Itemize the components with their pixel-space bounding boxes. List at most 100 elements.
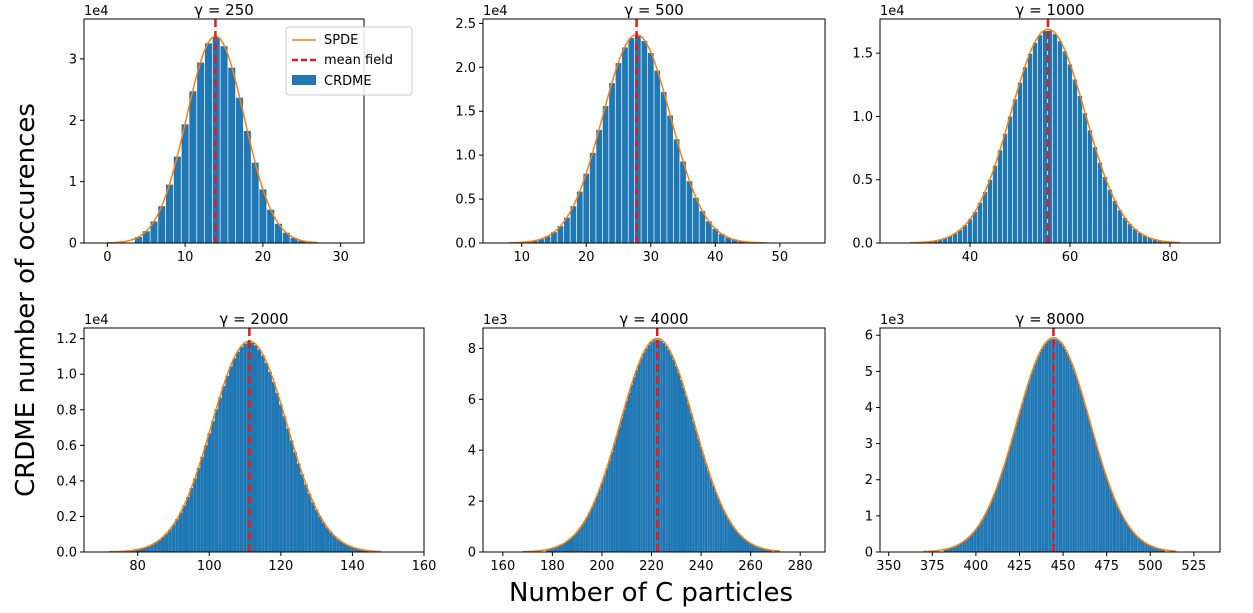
- bar: [1017, 82, 1023, 243]
- bar: [729, 522, 733, 552]
- y-tick-label: 2: [69, 114, 77, 129]
- bar: [548, 548, 552, 552]
- x-tick-label: 20: [255, 250, 272, 265]
- bar: [608, 460, 611, 552]
- bar: [1008, 450, 1010, 552]
- bar: [995, 487, 998, 552]
- bar: [1037, 35, 1043, 243]
- bar: [975, 529, 977, 552]
- bar: [1116, 504, 1118, 552]
- bar: [1067, 355, 1070, 552]
- panel-title: γ = 4000: [619, 310, 688, 328]
- spde-curve: [109, 340, 382, 552]
- bar: [673, 139, 680, 243]
- bar: [553, 547, 557, 552]
- bar: [1042, 31, 1048, 243]
- x-tick-label: 100: [197, 559, 222, 574]
- figure-ylabel: CRDME number of occurences: [11, 103, 41, 497]
- bar: [1130, 529, 1132, 552]
- x-tick-label: 350: [876, 559, 901, 574]
- bar: [645, 348, 648, 552]
- bar: [1048, 340, 1050, 552]
- bar: [250, 342, 254, 552]
- bar: [1142, 541, 1145, 552]
- x-tick-label: 375: [920, 559, 945, 574]
- bar: [557, 226, 564, 243]
- legend-crdme-label: CRDME: [324, 74, 372, 89]
- bar: [271, 381, 276, 552]
- bar: [655, 339, 658, 552]
- bar: [570, 206, 577, 243]
- bar: [1032, 42, 1038, 243]
- bar: [157, 540, 161, 552]
- bar: [709, 478, 713, 552]
- bar: [732, 526, 735, 552]
- bar: [1114, 500, 1117, 552]
- x-tick-label: 80: [129, 559, 146, 574]
- bar: [546, 549, 549, 552]
- bar: [575, 531, 579, 552]
- bar: [146, 546, 151, 552]
- bar: [992, 496, 995, 552]
- bar: [1127, 224, 1133, 243]
- bar: [556, 546, 559, 552]
- bar: [1050, 339, 1052, 552]
- bar: [1002, 133, 1008, 243]
- bar: [589, 152, 596, 243]
- bar: [1022, 67, 1028, 243]
- bar: [769, 550, 772, 552]
- bar: [1022, 401, 1024, 552]
- bar: [932, 240, 938, 243]
- bar: [952, 233, 958, 243]
- bar: [286, 428, 290, 552]
- bar: [759, 547, 762, 552]
- bar: [749, 543, 752, 552]
- bar: [1131, 531, 1134, 552]
- bar: [551, 548, 554, 552]
- bar: [325, 527, 330, 552]
- bar: [583, 521, 586, 552]
- y-tick-label: 3: [865, 437, 873, 452]
- bar: [274, 223, 282, 243]
- bar: [214, 409, 219, 552]
- bar: [705, 221, 712, 243]
- bar: [298, 240, 306, 243]
- bar: [264, 363, 269, 552]
- bar: [689, 412, 693, 552]
- x-tick-label: 60: [1062, 250, 1079, 265]
- bar: [1036, 359, 1038, 552]
- bar: [1006, 455, 1009, 552]
- y-tick-label: 0: [69, 237, 77, 252]
- bar: [945, 549, 948, 552]
- bar: [1086, 413, 1089, 552]
- y-tick-label: 1.5: [455, 105, 476, 120]
- x-tick-label: 10: [177, 250, 194, 265]
- panel-title: γ = 1000: [1015, 1, 1084, 19]
- bar: [246, 342, 251, 552]
- bar: [969, 535, 972, 552]
- bar: [976, 527, 979, 552]
- bar: [1162, 241, 1168, 243]
- x-tick-label: 525: [1181, 559, 1206, 574]
- y-scale-label: 1e4: [84, 4, 109, 19]
- bar: [261, 355, 265, 552]
- bar: [641, 40, 648, 243]
- bar: [734, 529, 738, 552]
- y-tick-label: 2: [468, 495, 476, 510]
- bar: [544, 236, 551, 243]
- bar: [988, 504, 991, 552]
- bar: [364, 550, 369, 552]
- bar: [1107, 482, 1110, 552]
- bar: [955, 545, 958, 552]
- x-tick-label: 30: [643, 250, 660, 265]
- bar: [978, 524, 981, 552]
- bar: [737, 532, 740, 552]
- bar: [1077, 95, 1083, 243]
- bar: [300, 474, 305, 552]
- bar: [680, 161, 686, 243]
- legend: SPDE mean field CRDME: [285, 26, 413, 96]
- bar: [1027, 53, 1033, 243]
- bar: [304, 484, 308, 552]
- bar: [225, 375, 229, 552]
- bar: [647, 344, 651, 552]
